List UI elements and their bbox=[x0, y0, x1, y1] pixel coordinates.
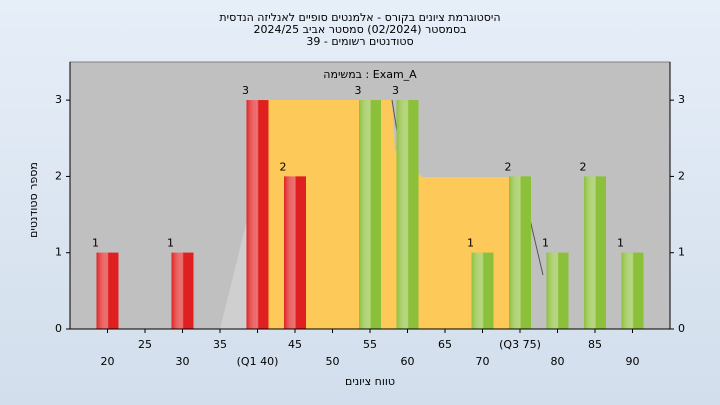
bar-value-label: 1 bbox=[617, 237, 624, 250]
x-tick-label: 55 bbox=[363, 338, 377, 351]
bar bbox=[396, 100, 419, 330]
x-tick-label: 65 bbox=[438, 338, 452, 351]
x-tick-label: 90 bbox=[626, 355, 640, 368]
bar bbox=[284, 176, 306, 329]
y-tick-label: 0 bbox=[55, 322, 62, 335]
y2-tick-label: 0 bbox=[678, 322, 685, 335]
bar bbox=[96, 252, 119, 329]
y2-tick-label: 2 bbox=[678, 169, 685, 182]
bar-value-label: 1 bbox=[92, 237, 99, 250]
bar-value-label: 1 bbox=[167, 237, 174, 250]
bar-value-label: 2 bbox=[280, 160, 287, 173]
title-line: סטודנטים רשומים - 39 bbox=[306, 35, 413, 48]
bar-value-label: 2 bbox=[580, 160, 587, 173]
x-tick-label: 35 bbox=[213, 338, 227, 351]
x-tick-label: 85 bbox=[588, 338, 602, 351]
x-tick-label: 45 bbox=[288, 338, 302, 351]
x-tick-label: 60 bbox=[401, 355, 415, 368]
x-tick-label: 70 bbox=[476, 355, 490, 368]
bar bbox=[359, 100, 381, 330]
x-axis-label: טווח ציונים bbox=[345, 375, 395, 388]
bar bbox=[509, 176, 531, 329]
y-tick-label: 1 bbox=[55, 246, 62, 259]
y-tick-label: 2 bbox=[55, 169, 62, 182]
bar bbox=[171, 252, 194, 329]
x-tick-label: 20 bbox=[101, 355, 115, 368]
bar-value-label: 1 bbox=[542, 237, 549, 250]
x-tick-label: (Q1 40) bbox=[237, 355, 279, 368]
x-tick-label: (Q3 75) bbox=[499, 338, 541, 351]
y2-tick-label: 1 bbox=[678, 246, 685, 259]
bar-value-label: 1 bbox=[467, 237, 474, 250]
x-tick-label: 30 bbox=[176, 355, 190, 368]
y-tick-label: 3 bbox=[55, 93, 62, 106]
bar bbox=[584, 176, 606, 329]
annotation: במשימה : Exam_A bbox=[323, 68, 417, 81]
bar bbox=[471, 252, 494, 329]
bar-value-label: 3 bbox=[392, 84, 399, 97]
y2-tick-label: 3 bbox=[678, 93, 685, 106]
x-tick-label: 25 bbox=[138, 338, 152, 351]
y-axis-label: מספר סטודנטים bbox=[27, 162, 40, 238]
title-line: היסטוגרמת ציונים בקורס - אלמנטים סופיים … bbox=[219, 11, 500, 24]
x-tick-label: 50 bbox=[326, 355, 340, 368]
bar-value-label: 2 bbox=[505, 160, 512, 173]
x-tick-label: 80 bbox=[551, 355, 565, 368]
bar bbox=[246, 100, 269, 330]
title-line: בסמסטר (02/2024) סמסטר אביב 2024/25 bbox=[253, 23, 466, 36]
bar-value-label: 3 bbox=[242, 84, 249, 97]
plot: 1 1 3 2 3 3 1 2 1 2 1 bbox=[92, 84, 644, 330]
quartile-box bbox=[257, 100, 520, 329]
bar bbox=[546, 252, 569, 329]
bar-value-label: 3 bbox=[355, 84, 362, 97]
bar bbox=[621, 252, 644, 329]
